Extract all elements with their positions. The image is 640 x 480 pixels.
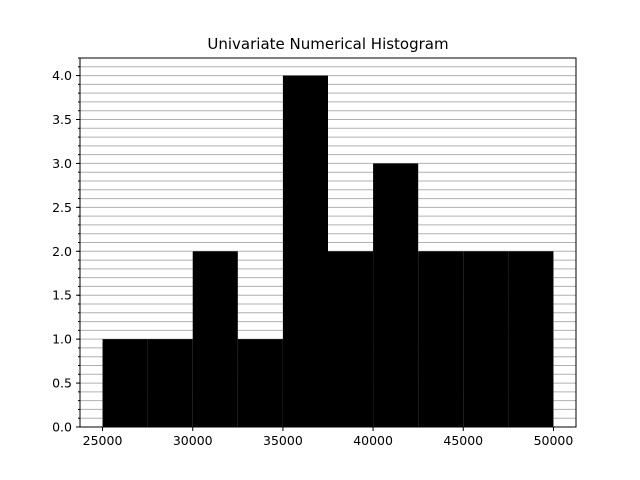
histogram-bar [102,339,148,427]
y-tick-label: 1.0 [52,332,72,347]
histogram-bar [463,251,509,427]
x-tick-label: 45000 [443,433,483,448]
y-tick-label: 3.0 [52,156,72,171]
x-tick-label: 35000 [263,433,303,448]
x-tick-label: 30000 [173,433,213,448]
y-axis: 0.0 0.5 1.0 1.5 2.0 2.5 3.0 3.5 4.0 [52,57,80,435]
histogram-bar [192,251,238,427]
histogram-bar [328,251,374,427]
bars-group [102,75,554,428]
y-tick-label: 4.0 [52,68,72,83]
histogram-bar [282,75,328,428]
y-tick-label: 0.5 [52,376,72,391]
y-tick-label: 3.5 [52,112,72,127]
x-tick-label: 25000 [83,433,123,448]
histogram-bar [508,251,554,427]
x-tick-label: 40000 [353,433,393,448]
y-tick-label: 2.0 [52,244,72,259]
x-tick-label: 50000 [534,433,574,448]
histogram-bar [373,163,419,427]
histogram-bar [418,251,464,427]
histogram-bar [237,339,283,427]
y-tick-label: 0.0 [52,420,72,435]
histogram-bar [147,339,193,427]
chart-title: Univariate Numerical Histogram [207,35,448,53]
y-tick-label: 1.5 [52,288,72,303]
x-axis: 25000 30000 35000 40000 45000 50000 [83,427,574,448]
y-tick-label: 2.5 [52,200,72,215]
